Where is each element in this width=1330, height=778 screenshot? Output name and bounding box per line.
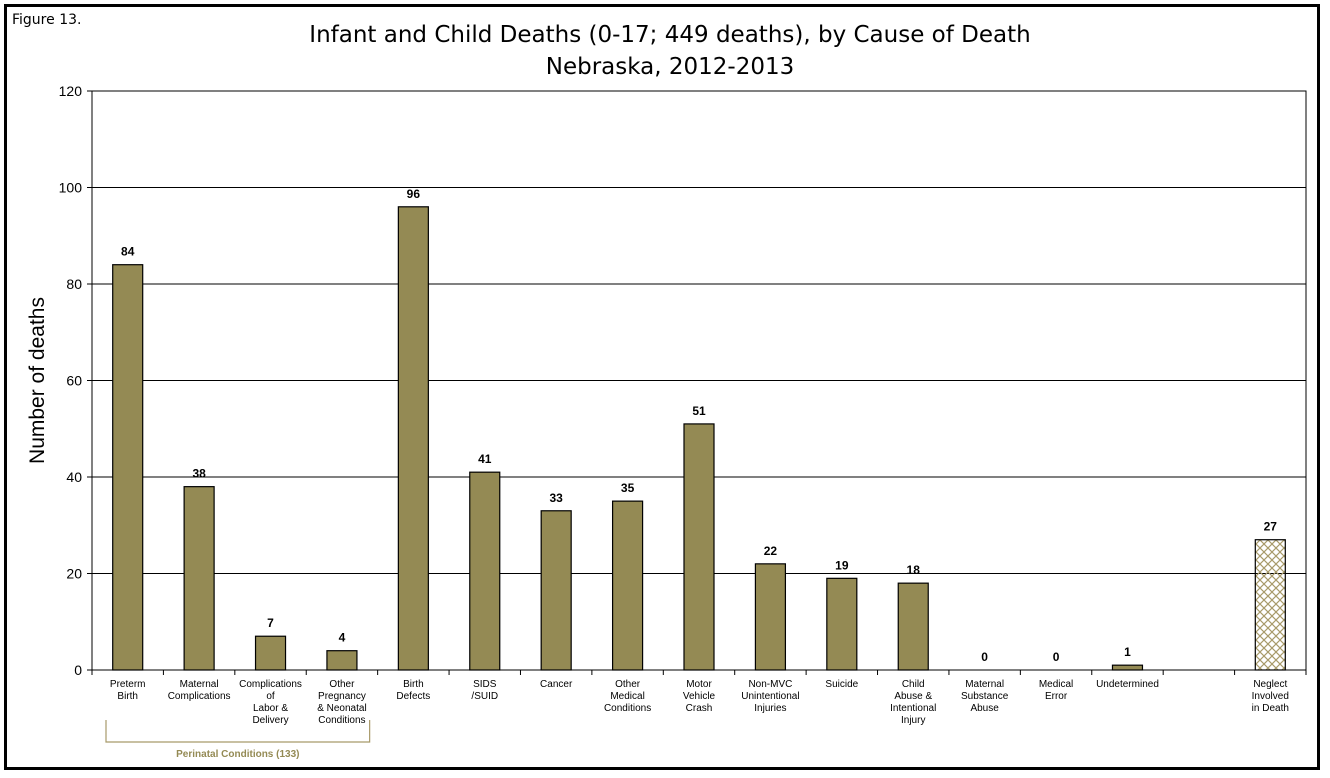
x-category-label: Labor & [253, 703, 288, 714]
x-category-label: Preterm [110, 679, 146, 690]
x-category-label: Medical [1039, 679, 1073, 690]
x-category-label: Child [902, 679, 925, 690]
x-category-label: Defects [396, 691, 430, 702]
data-label: 33 [549, 491, 563, 505]
group-label: Perinatal Conditions (133) [176, 749, 299, 760]
data-label: 51 [692, 404, 706, 418]
x-category-label: Non-MVC [748, 679, 792, 690]
data-label: 96 [407, 187, 421, 201]
x-category-label: Abuse & [894, 691, 932, 702]
data-label: 84 [121, 245, 135, 259]
x-category-label: Neglect [1253, 679, 1287, 690]
x-category-label: Crash [686, 703, 713, 714]
x-category-label: Injury [901, 715, 925, 726]
data-label: 4 [339, 631, 346, 645]
x-category-label: Complications [239, 679, 302, 690]
chart-subtitle: Nebraska, 2012-2013 [545, 54, 795, 80]
x-category-label: Injuries [754, 703, 786, 714]
figure-frame [4, 4, 1320, 770]
bar [826, 577, 858, 671]
x-category-label: in Death [1252, 703, 1289, 714]
bar [540, 510, 572, 671]
x-category-label: Other [329, 679, 355, 690]
x-category-label: Birth [403, 679, 424, 690]
data-label: 27 [1264, 520, 1278, 534]
figure-label: Figure 13. [12, 12, 82, 28]
bar [254, 635, 287, 671]
y-tick-label: 0 [74, 662, 82, 678]
y-tick-label: 120 [59, 83, 83, 99]
bar [397, 206, 429, 671]
bar [469, 471, 501, 671]
x-category-label: Undetermined [1096, 679, 1159, 690]
x-category-label: Pregnancy [318, 691, 366, 702]
x-category-label: Delivery [252, 715, 288, 726]
x-category-label: & Neonatal [317, 703, 366, 714]
bar [754, 563, 787, 671]
y-tick-label: 40 [66, 469, 82, 485]
x-category-label: Intentional [890, 703, 936, 714]
group-bracket [105, 720, 371, 743]
bar [683, 423, 715, 671]
bar [611, 500, 644, 671]
chart-title: Infant and Child Deaths (0-17; 449 death… [309, 22, 1031, 48]
x-category-label: Suicide [825, 679, 858, 690]
x-category-label: Motor [686, 679, 712, 690]
x-category-label: Substance [961, 691, 1009, 702]
y-tick-label: 80 [66, 276, 82, 292]
y-axis-title: Number of deaths [26, 297, 49, 464]
x-category-label: Other [615, 679, 641, 690]
data-label: 41 [478, 452, 492, 466]
x-category-label: of [266, 691, 275, 702]
x-category-label: Medical [610, 691, 644, 702]
bar [897, 582, 929, 671]
data-label: 19 [835, 558, 849, 572]
bar [1111, 664, 1144, 671]
x-category-label: Maternal [965, 679, 1004, 690]
x-category-label: SIDS [473, 679, 497, 690]
data-label: 7 [267, 616, 274, 630]
x-category-label: Complications [168, 691, 231, 702]
x-category-label: Birth [117, 691, 138, 702]
data-label: 1 [1124, 645, 1131, 659]
x-category-label: Involved [1252, 691, 1289, 702]
data-label: 22 [764, 544, 778, 558]
data-label: 18 [907, 563, 921, 577]
data-label: 0 [981, 650, 988, 664]
y-tick-label: 60 [66, 373, 82, 389]
x-category-label: Error [1045, 691, 1068, 702]
bar [326, 650, 358, 671]
x-category-label: Abuse [970, 703, 999, 714]
data-label: 38 [192, 467, 206, 481]
y-tick-label: 20 [66, 566, 82, 582]
data-label: 0 [1053, 650, 1060, 664]
x-category-label: Cancer [540, 679, 573, 690]
x-category-label: Vehicle [683, 691, 716, 702]
x-category-label: Conditions [604, 703, 651, 714]
x-category-label: Unintentional [741, 691, 799, 702]
y-tick-label: 100 [59, 180, 83, 196]
x-category-label: Maternal [180, 679, 219, 690]
bar [112, 264, 144, 671]
x-category-label: /SUID [471, 691, 498, 702]
bar-hatched [1254, 539, 1286, 671]
bar [183, 486, 215, 671]
x-category-label: Conditions [318, 715, 365, 726]
data-label: 35 [621, 481, 635, 495]
